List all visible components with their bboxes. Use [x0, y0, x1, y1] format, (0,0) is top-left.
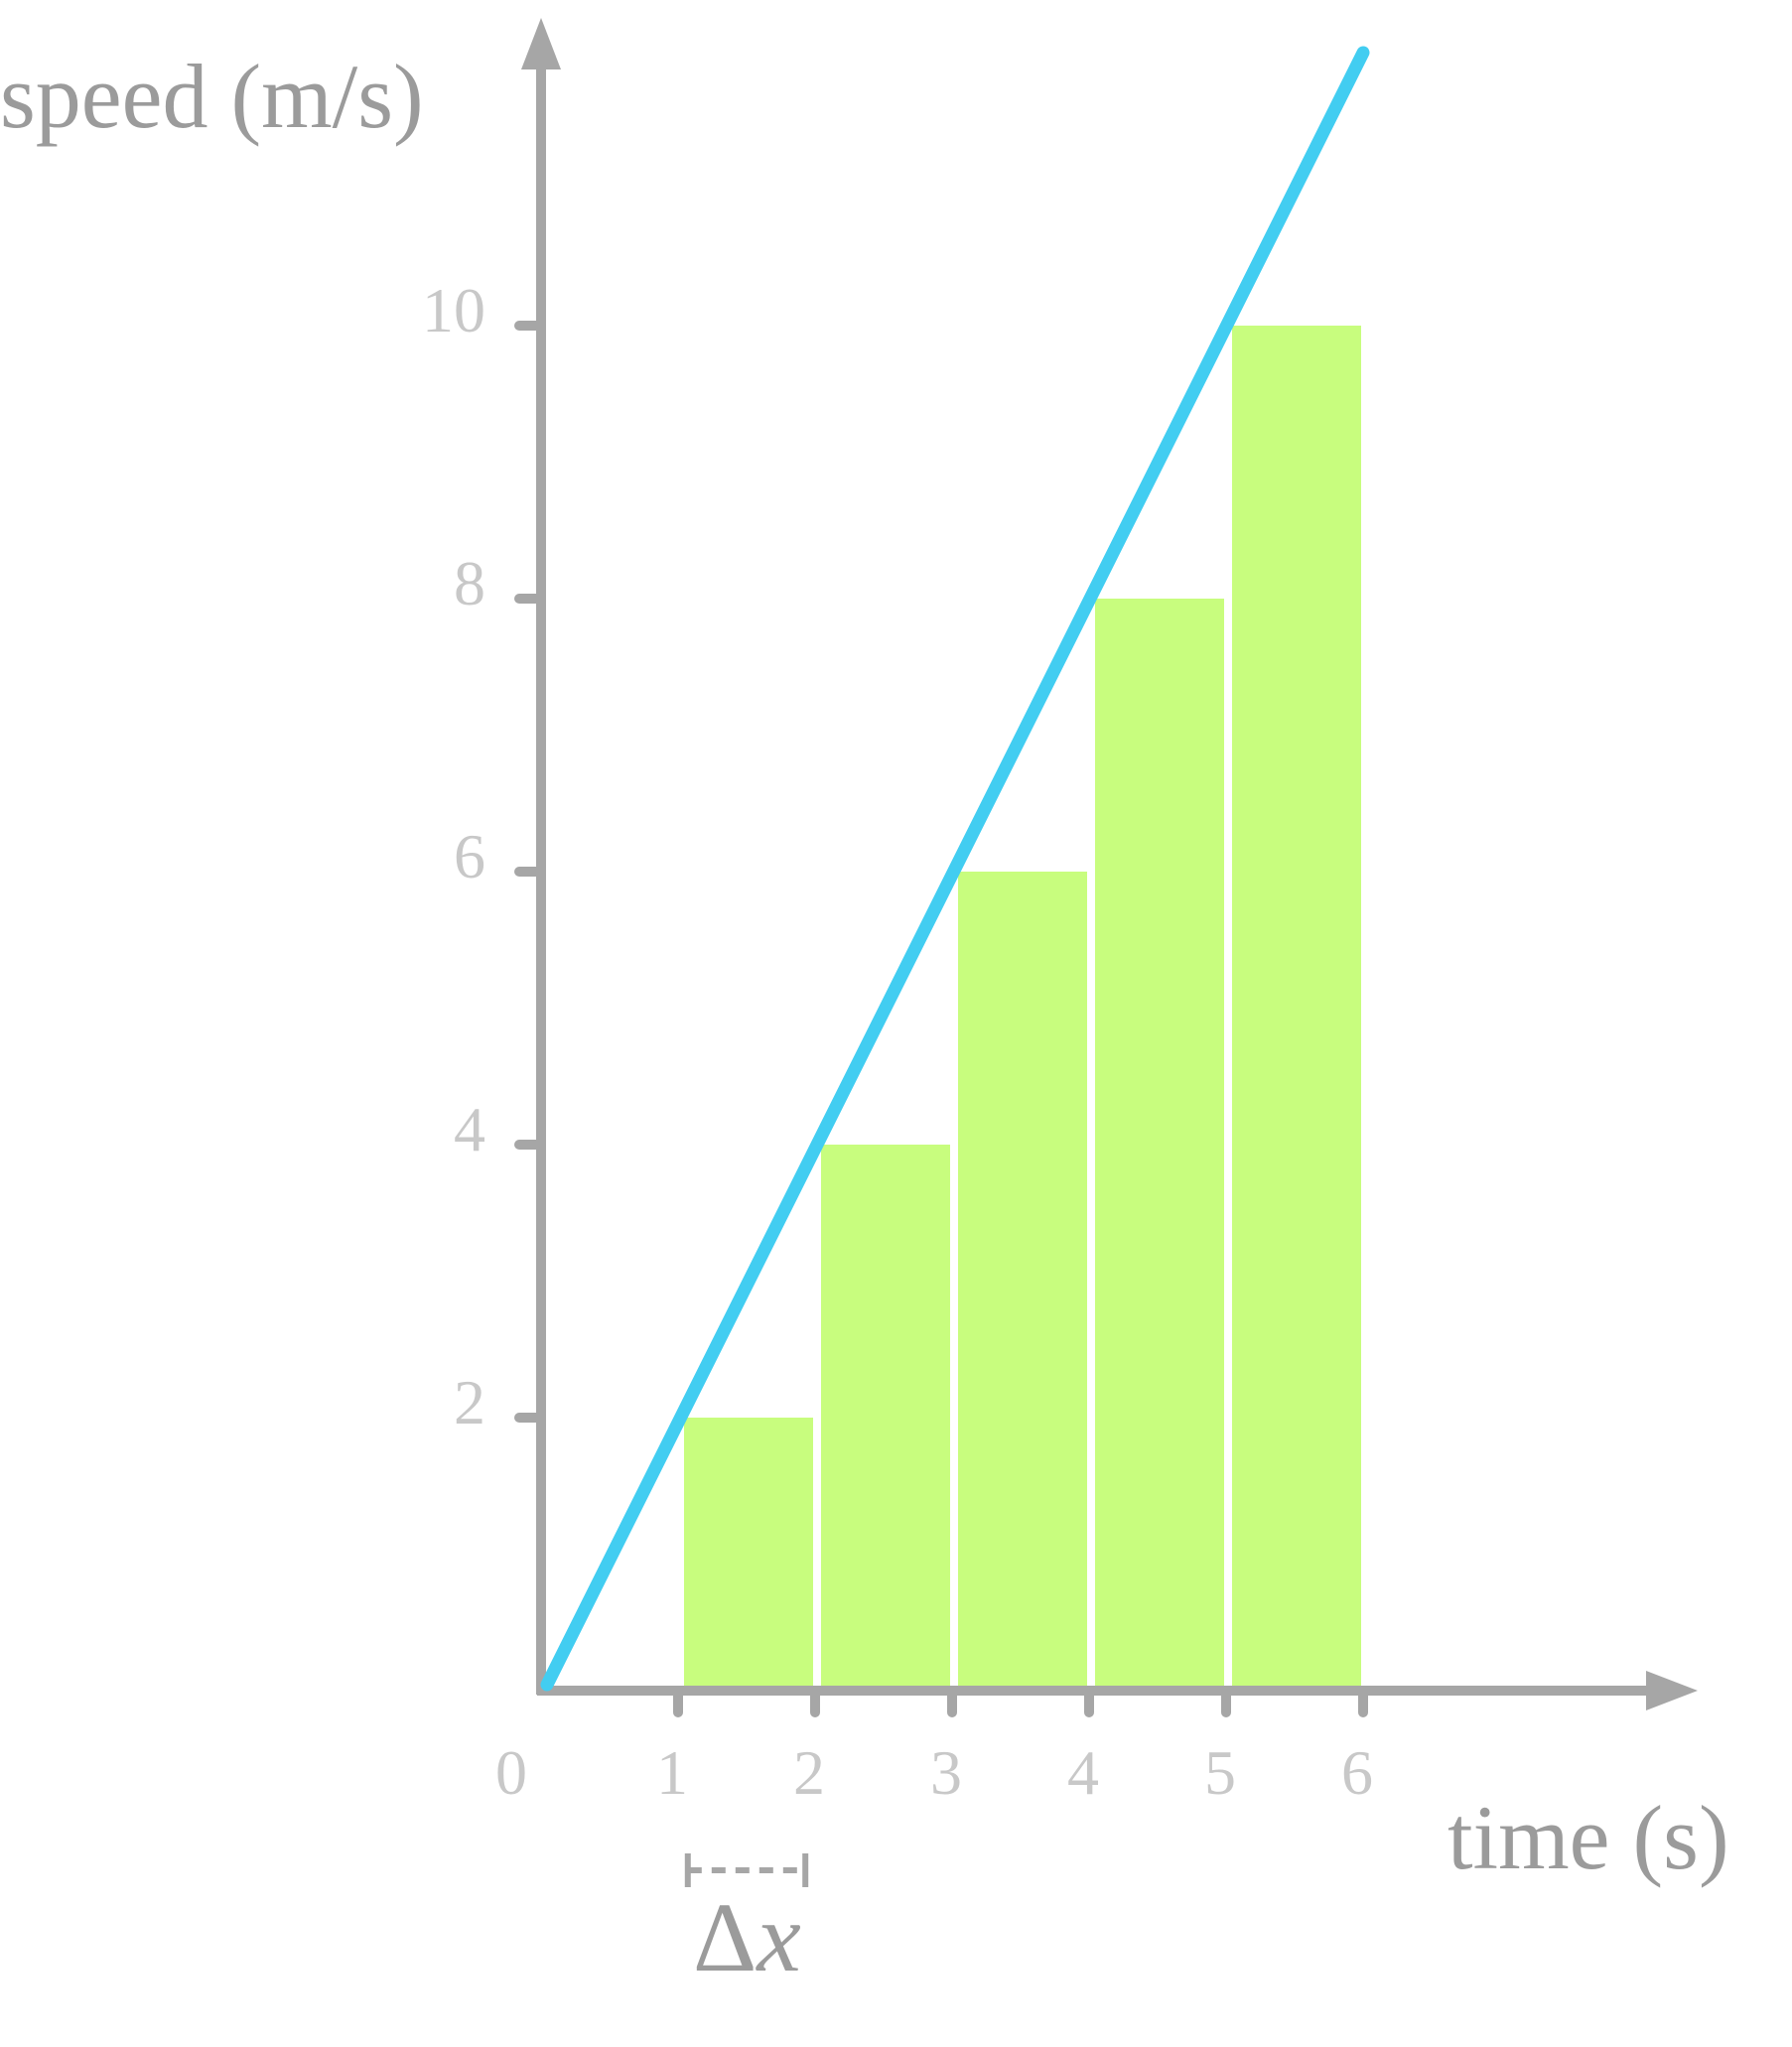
x-tick-label-2: 2: [793, 1737, 825, 1808]
y-axis-arrowhead: [521, 18, 561, 69]
labels-layer: speed (m/s) time (s): [0, 46, 1729, 1888]
ticks-layer: 0 1 2 3 4 5 6 2 4 6 8 10: [422, 275, 1373, 1808]
delta-symbol: Δ: [693, 1882, 757, 1992]
line-layer: [540, 46, 1370, 1692]
delta-x-label: Δx: [693, 1882, 801, 1992]
bar-4: [1095, 599, 1224, 1691]
y-tick-label-2: 2: [454, 1367, 485, 1437]
bar-1: [684, 1418, 813, 1691]
x-tick-label-4: 4: [1067, 1737, 1099, 1808]
x-tick-label-3: 3: [930, 1737, 962, 1808]
y-tick-label-4: 4: [454, 1094, 485, 1164]
y-tick-label-10: 10: [422, 275, 485, 345]
delta-annotation: Δx: [684, 1853, 809, 1992]
x-axis-arrowhead: [1646, 1671, 1698, 1710]
bar-3: [958, 872, 1087, 1691]
y-tick-label-8: 8: [454, 548, 485, 618]
x-tick-label-5: 5: [1204, 1737, 1236, 1808]
bars-layer: [684, 326, 1361, 1691]
bar-5: [1232, 326, 1361, 1691]
y-axis-title: speed (m/s): [0, 46, 424, 147]
delta-variable: x: [755, 1882, 800, 1992]
x-tick-label-1: 1: [656, 1737, 688, 1808]
speed-line: [540, 46, 1370, 1692]
x-tick-label-6: 6: [1341, 1737, 1373, 1808]
x-axis-title: time (s): [1447, 1787, 1729, 1888]
bar-2: [821, 1145, 950, 1691]
y-tick-label-6: 6: [454, 821, 485, 891]
x-tick-label-0: 0: [495, 1737, 527, 1808]
